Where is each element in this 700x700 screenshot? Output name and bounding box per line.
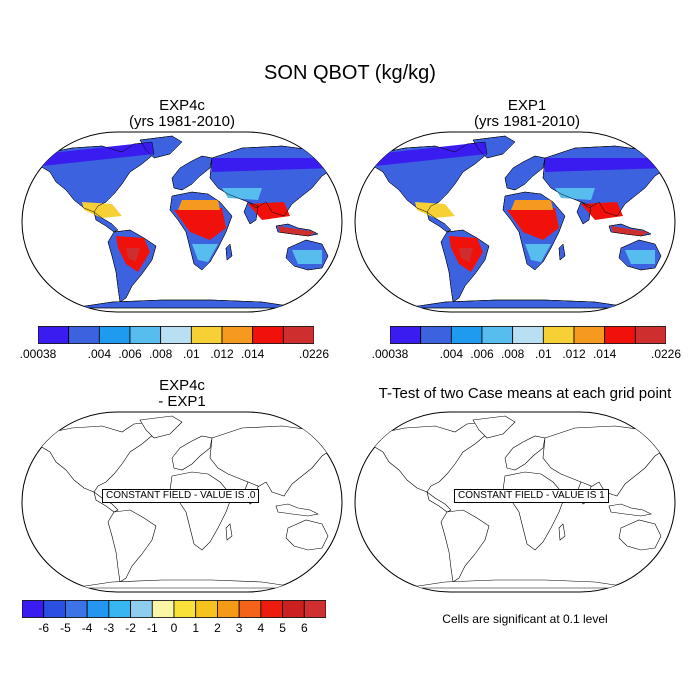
colorbar-diff-tick-label: 4 <box>257 621 265 635</box>
colorbar-qbot-exp4c-tick-label: .012 <box>210 347 234 361</box>
colorbar-diff-tick-label: -5 <box>60 621 71 635</box>
colorbar-diff-swatch <box>151 600 175 618</box>
colorbar-diff-swatch <box>282 600 305 618</box>
colorbar-diff-swatch <box>108 600 131 618</box>
colorbar-qbot-exp4c-swatch <box>98 326 131 344</box>
panel-title-diff-line1: EXP4c <box>159 377 205 394</box>
panel-title-exp4c-line1: EXP4c <box>159 97 205 114</box>
colorbar-diff-tick-label: 0 <box>170 621 178 635</box>
colorbar-qbot-exp1-labels: .00038 .004 .006 .008 .01 .012 .014 .0226 <box>372 347 681 363</box>
significance-note: Cells are significant at 0.1 level <box>442 612 608 626</box>
colorbar-qbot-exp4c-swatch <box>221 326 254 344</box>
colorbar-qbot-exp4c-labels: .00038 .004 .006 .008 .01 .012 .014 .0226 <box>20 347 329 363</box>
colorbar-diff-swatch <box>22 600 45 618</box>
panel-title-exp1-line1: EXP1 <box>507 97 547 114</box>
panel-title-exp4c: EXP4c (yrs 1981-2010) <box>62 98 302 130</box>
colorbar-qbot-exp4c-tick-label: .014 <box>240 347 265 361</box>
colorbar-qbot-exp1-swatch <box>573 326 606 344</box>
colorbar-qbot-exp4c-swatch <box>252 326 284 344</box>
colorbar-qbot-exp4c-swatch <box>38 326 70 344</box>
colorbar-qbot-exp1-tick-label: .014 <box>592 347 617 361</box>
colorbar-diff-tick-label: -2 <box>125 621 136 635</box>
panel-title-ttest-line1: T-Test of two Case means at each grid po… <box>378 385 672 402</box>
colorbar-qbot-exp1-swatch <box>420 326 452 344</box>
colorbar-diff-tick-label: 3 <box>235 621 243 635</box>
constant-field-label-diff: CONSTANT FIELD - VALUE IS .0 <box>102 489 260 503</box>
colorbar-qbot-exp1-swatch <box>512 326 544 344</box>
panel-title-exp1: EXP1 (yrs 1981-2010) <box>402 98 652 130</box>
colorbar-qbot-exp4c-swatch <box>129 326 162 344</box>
panel-title-ttest: T-Test of two Case means at each grid po… <box>350 386 700 402</box>
panel-title-diff: EXP4c - EXP1 <box>62 378 302 410</box>
colorbar-qbot-exp1-swatch <box>390 326 422 344</box>
colorbar-qbot-exp4c-tick-label: .01 <box>182 347 200 361</box>
panel-title-diff-line2: - EXP1 <box>158 393 206 410</box>
map-exp1 <box>354 131 676 313</box>
colorbar-qbot-exp1-swatch <box>450 326 483 344</box>
colorbar-diff-swatch <box>238 600 262 618</box>
colorbar-diff-tick-label: -3 <box>103 621 115 635</box>
colorbar-qbot-exp4c-swatch <box>190 326 223 344</box>
colorbar-diff-swatch <box>260 600 283 618</box>
colorbar-qbot-exp4c <box>38 326 314 344</box>
colorbar-diff-swatch <box>130 600 153 618</box>
colorbar-qbot-exp4c-tick-label: .008 <box>148 347 173 361</box>
colorbar-diff-tick-label: 1 <box>192 621 200 635</box>
colorbar-diff-swatch <box>173 600 197 618</box>
colorbar-qbot-exp4c-tick-label: .004 <box>87 347 112 361</box>
colorbar-qbot-exp4c-swatch <box>68 326 100 344</box>
colorbar-diff-swatch <box>43 600 66 618</box>
figure-title: SON QBOT (kg/kg) <box>264 62 436 84</box>
colorbar-qbot-exp1-tick-label: .006 <box>470 347 494 361</box>
colorbar-diff-swatch <box>195 600 218 618</box>
colorbar-qbot-exp1-tick-label: .0226 <box>650 347 682 361</box>
constant-field-label-ttest: CONSTANT FIELD - VALUE IS 1 <box>454 489 609 503</box>
colorbar-qbot-exp4c-tick-label: .006 <box>118 347 142 361</box>
colorbar-qbot-exp4c-swatch <box>282 326 314 344</box>
colorbar-diff-swatch <box>303 600 326 618</box>
colorbar-diff-tick-label: 5 <box>279 621 286 635</box>
colorbar-diff-swatch <box>86 600 110 618</box>
panel-title-exp1-line2: (yrs 1981-2010) <box>474 113 580 130</box>
colorbar-qbot-exp1-swatch <box>542 326 575 344</box>
colorbar-diff-tick-label: 6 <box>300 621 308 635</box>
colorbar-diff-tick-label: -1 <box>146 621 158 635</box>
colorbar-qbot-exp1-tick-label: .00038 <box>371 347 409 361</box>
colorbar-qbot-exp4c-tick-label: .0226 <box>298 347 330 361</box>
colorbar-qbot-exp1-tick-label: .008 <box>500 347 525 361</box>
map-exp4c <box>21 131 343 313</box>
colorbar-qbot-exp4c-swatch <box>160 326 192 344</box>
colorbar-diff-tick-label: 2 <box>214 621 221 635</box>
colorbar-qbot-exp1-swatch <box>604 326 636 344</box>
colorbar-diff-swatch <box>65 600 88 618</box>
colorbar-diff-swatch <box>217 600 240 618</box>
colorbar-diff-tick-label: -4 <box>81 621 93 635</box>
colorbar-qbot-exp1-swatch <box>634 326 666 344</box>
colorbar-qbot-exp1-swatch <box>481 326 514 344</box>
colorbar-diff-labels: -6 -5 -4 -3 -2 -1 0 1 2 3 4 5 6 <box>22 621 326 637</box>
colorbar-qbot-exp1-tick-label: .01 <box>534 347 552 361</box>
panel-title-exp4c-line2: (yrs 1981-2010) <box>129 113 235 130</box>
colorbar-qbot-exp1 <box>390 326 666 344</box>
colorbar-diff-tick-label: -6 <box>38 621 50 635</box>
colorbar-diff <box>22 600 326 618</box>
colorbar-qbot-exp1-tick-label: .012 <box>562 347 586 361</box>
colorbar-qbot-exp1-tick-label: .004 <box>439 347 464 361</box>
colorbar-qbot-exp4c-tick-label: .00038 <box>19 347 57 361</box>
